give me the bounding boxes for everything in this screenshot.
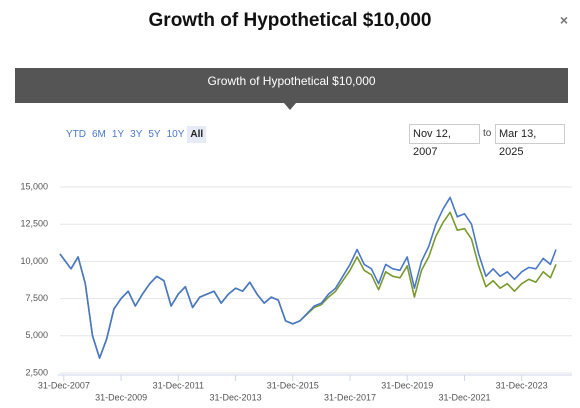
banner-pointer [284, 103, 296, 110]
range-button[interactable]: 5Y [148, 129, 161, 140]
x-tick-label: 31-Dec-2009 [95, 392, 147, 402]
range-button[interactable]: 3Y [130, 129, 143, 140]
x-tick-label: 31-Dec-2011 [153, 380, 204, 390]
x-tick-label: 31-Dec-2017 [324, 392, 376, 402]
x-tick-label: 31-Dec-2015 [267, 380, 319, 390]
x-tick-label: 31-Dec-2019 [381, 380, 433, 390]
range-button[interactable]: All [187, 126, 207, 143]
y-tick-label: 5,000 [25, 330, 48, 340]
y-tick-label: 2,500 [25, 367, 48, 377]
range-button[interactable]: YTD [66, 129, 86, 140]
range-button[interactable]: 1Y [111, 129, 125, 140]
x-tick-label: 31-Dec-2023 [496, 380, 548, 390]
range-button[interactable]: 10Y [166, 129, 185, 140]
x-tick-label: 31-Dec-2007 [38, 380, 90, 390]
date-to[interactable]: Mar 13, 2025 [495, 124, 565, 158]
range-selector: YTD 6M 1Y 3Y 5Y 10Y All [63, 126, 207, 143]
range-button[interactable]: 6M [92, 129, 106, 140]
modal-title: Growth of Hypothetical $10,000 [148, 10, 432, 31]
y-tick-label: 15,000 [20, 181, 48, 191]
x-tick-label: 31-Dec-2021 [438, 392, 490, 402]
date-from[interactable]: Nov 12, 2007 [409, 124, 480, 158]
y-tick-label: 10,000 [20, 256, 48, 266]
x-tick-label: 31-Dec-2013 [210, 392, 262, 402]
series-line [59, 196, 557, 359]
chart-title: Growth of Hypothetical $10,000 [15, 68, 568, 103]
y-tick-label: 7,500 [25, 293, 48, 303]
close-button[interactable]: × [559, 12, 568, 28]
to-label: to [483, 128, 492, 139]
y-tick-label: 12,500 [20, 219, 48, 229]
